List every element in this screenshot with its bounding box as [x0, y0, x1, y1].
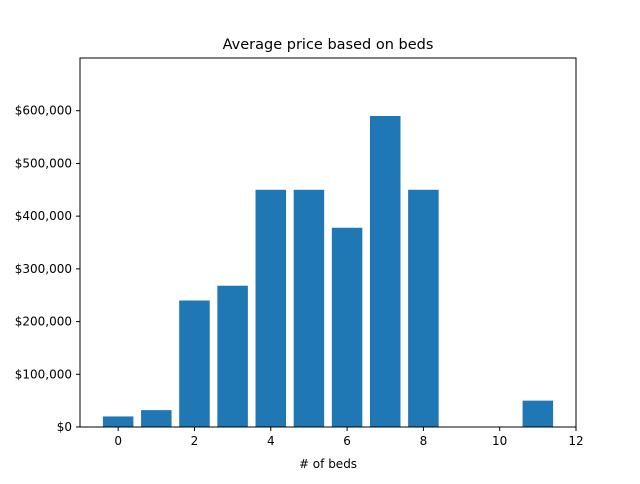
bar-beds-5: [293, 189, 325, 427]
y-tick-label: $200,000: [15, 315, 72, 329]
bar-beds-8: [408, 189, 439, 427]
x-tick-label: 2: [191, 434, 199, 448]
bar-beds-0: [102, 416, 134, 427]
bar-beds-11: [522, 400, 554, 427]
y-tick-label: $500,000: [15, 156, 72, 170]
chart-title: Average price based on beds: [223, 37, 434, 53]
bar-beds-3: [217, 285, 248, 427]
y-tick-label: $600,000: [15, 104, 72, 118]
bar-beds-7: [369, 115, 401, 428]
y-tick-label: $400,000: [15, 209, 72, 223]
x-axis-label: # of beds: [299, 457, 357, 471]
plot-frame: [79, 57, 577, 428]
y-tick-label: $300,000: [15, 262, 72, 276]
bar-beds-4: [255, 189, 287, 427]
x-tick-label: 0: [114, 434, 122, 448]
y-tick-label: $100,000: [15, 367, 72, 381]
bar-beds-2: [179, 300, 210, 427]
x-tick-label: 12: [568, 434, 583, 448]
x-tick-label: 6: [343, 434, 351, 448]
x-tick-label: 8: [420, 434, 428, 448]
bar-beds-6: [331, 227, 363, 427]
bar-beds-1: [141, 410, 172, 427]
x-tick-label: 10: [492, 434, 507, 448]
x-tick-label: 4: [267, 434, 275, 448]
plot-area: 0 2 4 6 8 10 12 $0 $100,000 $200,000 $300,000 $400,…: [15, 57, 584, 448]
y-tick-label: $0: [57, 420, 72, 434]
